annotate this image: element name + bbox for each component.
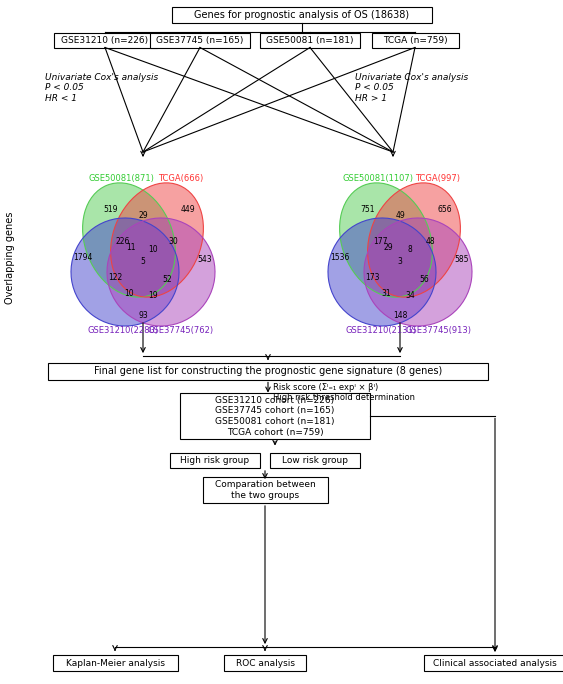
- Text: 585: 585: [455, 256, 469, 265]
- Text: 31: 31: [381, 289, 391, 298]
- Text: Univariate Cox's analysis
P < 0.05
HR > 1: Univariate Cox's analysis P < 0.05 HR > …: [355, 73, 468, 103]
- Bar: [150, 33, 250, 47]
- Text: GSE37745 cohort (n=165): GSE37745 cohort (n=165): [215, 406, 334, 415]
- Text: Clinical associated analysis: Clinical associated analysis: [433, 659, 557, 668]
- Text: GSE37745(913): GSE37745(913): [405, 326, 471, 335]
- Text: GSE37745 (n=165): GSE37745 (n=165): [157, 36, 244, 44]
- Bar: [180, 393, 370, 438]
- Text: 8: 8: [408, 246, 412, 254]
- Text: 1536: 1536: [330, 254, 350, 263]
- Text: Kaplan-Meier analysis: Kaplan-Meier analysis: [65, 659, 164, 668]
- Text: TCGA cohort (n=759): TCGA cohort (n=759): [227, 428, 323, 436]
- Bar: [52, 655, 177, 671]
- Bar: [203, 477, 328, 503]
- Text: 122: 122: [108, 274, 122, 282]
- Text: 177: 177: [373, 237, 387, 246]
- Text: 656: 656: [437, 205, 452, 215]
- Text: 226: 226: [116, 237, 130, 246]
- Text: High risk threshold determination: High risk threshold determination: [273, 393, 415, 402]
- Ellipse shape: [368, 183, 461, 297]
- Text: GSE31210 cohort (n=226): GSE31210 cohort (n=226): [216, 396, 334, 405]
- Text: Genes for prognostic analysis of OS (18638): Genes for prognostic analysis of OS (186…: [194, 10, 409, 20]
- Text: 10: 10: [148, 246, 158, 254]
- Text: GSE31210 (n=226): GSE31210 (n=226): [61, 36, 149, 44]
- Text: GSE31210(2131): GSE31210(2131): [345, 326, 416, 335]
- Text: 11: 11: [126, 244, 136, 252]
- Text: 29: 29: [383, 244, 393, 252]
- Bar: [270, 453, 360, 468]
- Bar: [170, 453, 260, 468]
- Text: GSE50081(871): GSE50081(871): [88, 174, 154, 183]
- Text: TCGA(666): TCGA(666): [158, 174, 204, 183]
- Text: 148: 148: [393, 311, 407, 321]
- Text: Final gene list for constructing the prognostic gene signature (8 genes): Final gene list for constructing the pro…: [94, 366, 442, 376]
- Text: 10: 10: [124, 289, 134, 298]
- Text: 1794: 1794: [73, 254, 93, 263]
- Text: 52: 52: [162, 276, 172, 285]
- Text: 48: 48: [425, 237, 435, 246]
- Text: 49: 49: [395, 211, 405, 220]
- Bar: [53, 33, 157, 47]
- Ellipse shape: [328, 218, 436, 326]
- Text: GSE37745(762): GSE37745(762): [148, 326, 214, 335]
- Bar: [260, 33, 360, 47]
- Bar: [172, 7, 432, 23]
- Text: 543: 543: [198, 256, 212, 265]
- Text: TCGA(997): TCGA(997): [415, 174, 461, 183]
- Text: Risk score (Σᴵ₌₁ expᴵ × βᴵ): Risk score (Σᴵ₌₁ expᴵ × βᴵ): [273, 383, 378, 392]
- Text: 751: 751: [361, 205, 376, 215]
- Text: 56: 56: [419, 276, 429, 285]
- Text: High risk group: High risk group: [180, 456, 249, 465]
- Text: GSE50081 cohort (n=181): GSE50081 cohort (n=181): [215, 417, 335, 426]
- Text: 93: 93: [138, 311, 148, 321]
- Ellipse shape: [107, 218, 215, 326]
- Text: Overlapping genes: Overlapping genes: [5, 212, 15, 304]
- Text: ROC analysis: ROC analysis: [235, 659, 294, 668]
- Ellipse shape: [339, 183, 432, 297]
- Text: Univariate Cox's analysis
P < 0.05
HR < 1: Univariate Cox's analysis P < 0.05 HR < …: [45, 73, 158, 103]
- Ellipse shape: [71, 218, 179, 326]
- Text: GSE50081(1107): GSE50081(1107): [342, 174, 413, 183]
- Bar: [372, 33, 458, 47]
- Text: GSE31210(2280): GSE31210(2280): [88, 326, 159, 335]
- Text: 19: 19: [148, 291, 158, 300]
- Text: TCGA (n=759): TCGA (n=759): [383, 36, 448, 44]
- Text: 173: 173: [365, 274, 379, 282]
- Bar: [48, 363, 488, 380]
- Ellipse shape: [364, 218, 472, 326]
- Text: GSE50081 (n=181): GSE50081 (n=181): [266, 36, 354, 44]
- Text: 3: 3: [397, 257, 403, 267]
- Text: 34: 34: [405, 291, 415, 300]
- Bar: [424, 655, 563, 671]
- Text: 29: 29: [138, 211, 148, 220]
- Ellipse shape: [110, 183, 203, 297]
- Text: 5: 5: [141, 257, 145, 267]
- Text: Comparation between
the two groups: Comparation between the two groups: [215, 480, 315, 500]
- Bar: [224, 655, 306, 671]
- Text: Low risk group: Low risk group: [282, 456, 348, 465]
- Ellipse shape: [83, 183, 176, 297]
- Text: 449: 449: [181, 205, 195, 215]
- Text: 519: 519: [104, 205, 118, 215]
- Text: 30: 30: [168, 237, 178, 246]
